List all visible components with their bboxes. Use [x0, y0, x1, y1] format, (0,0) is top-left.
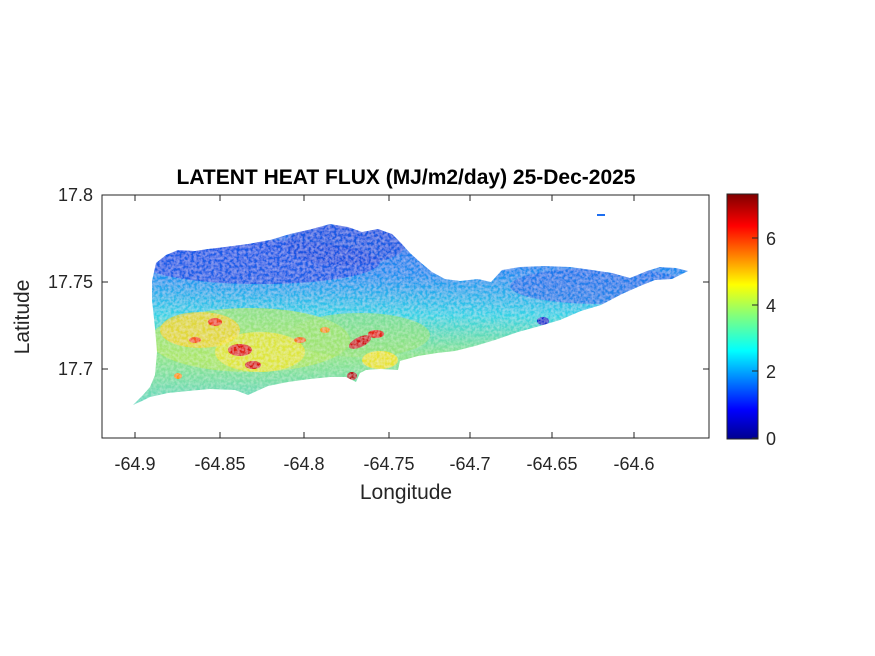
raster-hotspot-4 [189, 337, 201, 343]
raster-yellow-patch-south [362, 351, 398, 369]
x-tick-label: -64.7 [449, 454, 490, 474]
colorbar-gradient [726, 193, 759, 440]
y-axis-label: Latitude [11, 280, 34, 355]
x-tick-label: -64.6 [613, 454, 654, 474]
raster-hotspot-8 [294, 337, 306, 343]
map-title: LATENT HEAT FLUX (MJ/m2/day) 25-Dec-2025 [177, 166, 636, 189]
map-y-tick-labels: 17.8 17.75 17.7 [48, 185, 93, 379]
raster-hotspot-6 [368, 330, 384, 338]
colorbar-tick-label: 2 [766, 362, 776, 382]
raster-hotspot-3 [245, 361, 261, 369]
map-y-ticks [102, 194, 709, 370]
y-tick-label: 17.8 [58, 185, 93, 205]
raster-hotspot-2 [208, 318, 222, 326]
colorbar-tick-label: 6 [766, 229, 776, 249]
raster-hotspot-7 [347, 372, 357, 380]
x-tick-label: -64.65 [526, 454, 577, 474]
raster-hotspot-1 [228, 344, 252, 356]
x-axis-label: Longitude [360, 481, 452, 504]
x-tick-label: -64.8 [283, 454, 324, 474]
raster-hotspot-5 [348, 335, 372, 349]
y-tick-label: 17.7 [58, 359, 93, 379]
raster-hotspot-10 [174, 373, 182, 379]
y-tick-label: 17.75 [48, 272, 93, 292]
raster-islet [597, 214, 605, 216]
raster-warm-zone-central [290, 313, 430, 357]
raster-cool-zone-northeast [285, 225, 405, 265]
x-tick-label: -64.75 [363, 454, 414, 474]
colorbar-tick-label: 0 [766, 429, 776, 449]
raster-hotspot-9 [320, 327, 330, 333]
colorbar-tick-label: 4 [766, 296, 776, 316]
x-tick-label: -64.85 [194, 454, 245, 474]
colorbar: 0 2 4 6 [726, 193, 776, 449]
x-tick-label: -64.9 [114, 454, 155, 474]
map-x-ticks [134, 195, 635, 438]
map-x-tick-labels: -64.9 -64.85 -64.8 -64.75 -64.7 -64.65 -… [114, 454, 654, 474]
raster-yellow-patch-central [215, 332, 305, 372]
colorbar-ticks [752, 237, 758, 439]
map-axes: -64.9 -64.85 -64.8 -64.75 -64.7 -64.65 -… [11, 185, 710, 504]
raster-cool-spot-east [537, 317, 549, 325]
